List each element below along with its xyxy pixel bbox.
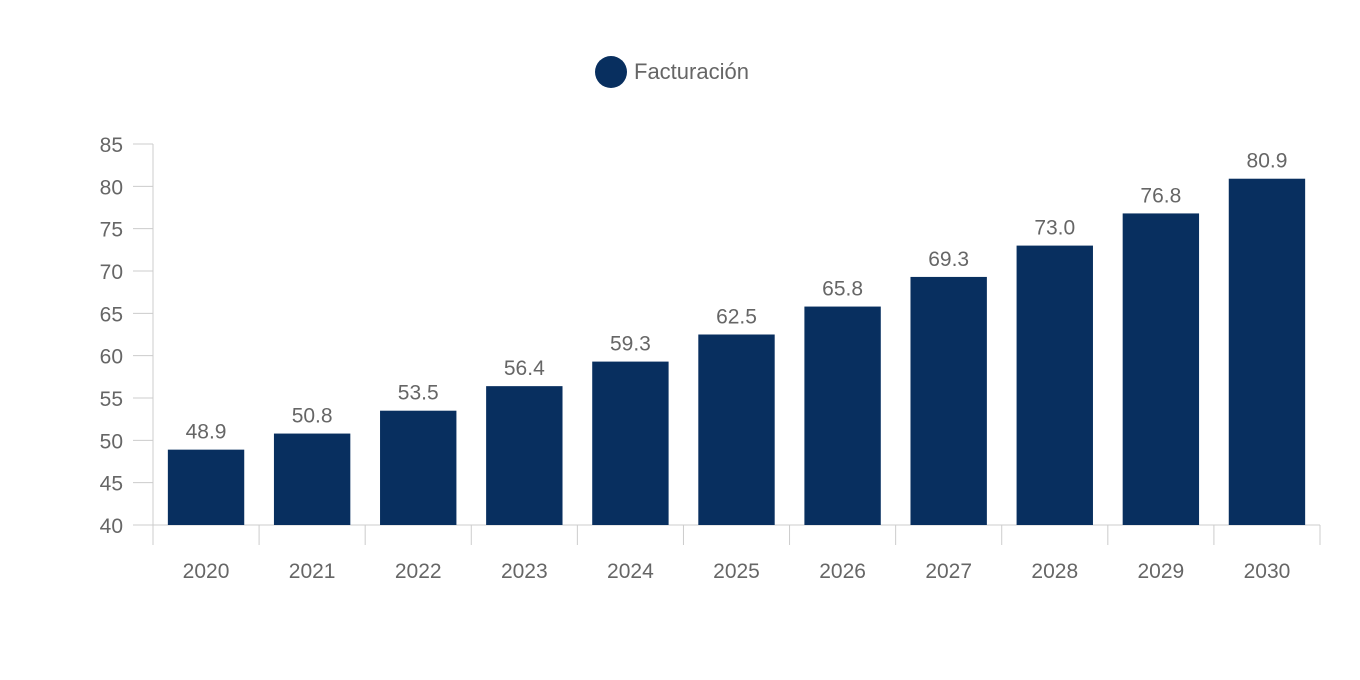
bar[interactable]: [167, 449, 245, 525]
bar[interactable]: [698, 334, 775, 526]
x-tick-label: 2025: [713, 560, 760, 583]
y-tick-label: 60: [100, 346, 123, 369]
bar-value-label: 80.9: [1247, 150, 1288, 173]
legend-label[interactable]: Facturación: [634, 59, 749, 84]
bar-value-label: 59.3: [610, 333, 651, 356]
x-tick-label: 2030: [1244, 560, 1291, 583]
legend-swatch-icon[interactable]: [595, 56, 627, 88]
x-tick-label: 2028: [1031, 560, 1078, 583]
bar-value-label: 48.9: [186, 421, 227, 444]
bar-value-label: 50.8: [292, 405, 333, 428]
bar-value-label: 53.5: [398, 382, 439, 405]
x-tick-label: 2022: [395, 560, 442, 583]
legend[interactable]: Facturación: [595, 56, 749, 88]
bar-value-label: 65.8: [822, 278, 863, 301]
bar[interactable]: [910, 276, 987, 525]
bar-series: [167, 178, 1306, 526]
y-tick-label: 80: [100, 176, 123, 199]
y-axis: 40 45 50 55 60 65 70 75 80 85: [100, 134, 154, 545]
x-tick-label: 2020: [183, 560, 230, 583]
x-tick-label: 2021: [289, 560, 336, 583]
bar[interactable]: [486, 386, 563, 525]
y-tick-label: 65: [100, 303, 123, 326]
y-tick-label: 55: [100, 388, 123, 411]
bar-value-label: 62.5: [716, 306, 757, 329]
bar[interactable]: [592, 361, 669, 525]
y-tick-label: 40: [100, 515, 123, 538]
bar-value-label: 69.3: [928, 248, 969, 271]
y-tick-label: 85: [100, 134, 123, 157]
bar[interactable]: [380, 410, 457, 525]
bar[interactable]: [1122, 213, 1200, 525]
x-tick-label: 2027: [925, 560, 972, 583]
bar-value-label: 76.8: [1140, 184, 1181, 207]
bar-value-label: 56.4: [504, 357, 545, 380]
bar[interactable]: [1016, 245, 1093, 525]
y-tick-label: 50: [100, 430, 123, 453]
x-tick-label: 2023: [501, 560, 548, 583]
data-labels: 48.9 50.8 53.5 56.4 59.3 62.5 65.8 69.3 73.0 76.8…: [186, 150, 1288, 444]
bar[interactable]: [804, 306, 881, 525]
y-tick-label: 70: [100, 261, 123, 284]
y-tick-label: 75: [100, 219, 123, 242]
x-tick-label: 2029: [1138, 560, 1185, 583]
x-axis: 2020 2021 2022 2023 2024 2025 2026 2027 2028 2029…: [152, 524, 1321, 583]
y-tick-label: 45: [100, 473, 123, 496]
bar[interactable]: [273, 433, 351, 525]
x-tick-label: 2026: [819, 560, 866, 583]
x-tick-label: 2024: [607, 560, 654, 583]
bar-value-label: 73.0: [1034, 217, 1075, 240]
bar[interactable]: [1228, 178, 1306, 526]
